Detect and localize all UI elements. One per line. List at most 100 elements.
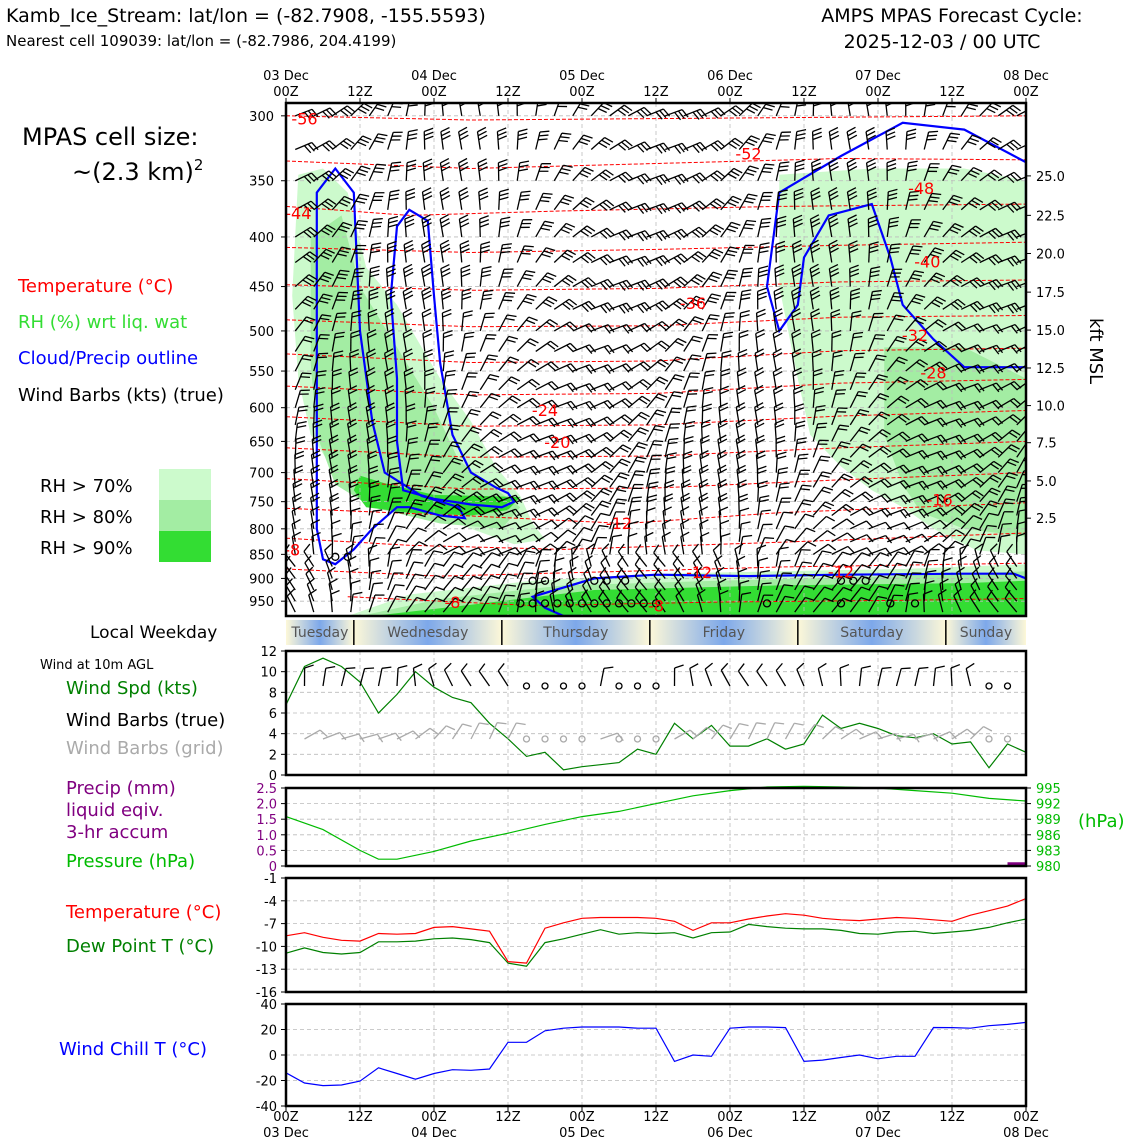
wind-barb-flag: [681, 173, 689, 182]
wind-barb: [461, 597, 482, 613]
wind-barb-staff: [442, 563, 455, 579]
wind-barb: [331, 368, 342, 390]
wind-barb-flag: [848, 240, 858, 246]
wind-barb-flag: [439, 543, 448, 551]
wind-barb: [737, 567, 748, 590]
wind-barb-flag: [955, 419, 963, 428]
wind-barb-flag: [881, 509, 889, 518]
wind-barb-flag: [492, 495, 500, 503]
wind-barb: [817, 662, 827, 687]
wind-barb-flag: [829, 126, 839, 133]
wind-barb-staff: [775, 132, 783, 150]
wind-barb-staff: [646, 409, 658, 426]
wind-barb-flag: [636, 176, 645, 185]
wind-barb-flag: [528, 316, 538, 322]
wind-barb-flag: [496, 535, 504, 544]
wind-barb-staff: [942, 274, 958, 288]
wind-barb-flag: [970, 578, 978, 586]
wind-barb-flag: [1013, 139, 1022, 147]
weekday-segment: [501, 620, 650, 645]
wind-barb-flag: [601, 543, 610, 551]
wind-barb: [535, 340, 559, 353]
wind-barb-flag: [438, 529, 448, 537]
wind-barb-staff: [308, 594, 315, 613]
wind-barb: [942, 529, 965, 543]
calm-circle: [528, 599, 537, 608]
wind-barb-flag: [386, 264, 396, 270]
wind-barb-flag: [956, 274, 966, 282]
wind-barb-staff: [572, 502, 587, 516]
wind-barb-staff: [849, 506, 867, 517]
wind-barb-flag: [912, 245, 923, 248]
wind-barb-staff: [590, 169, 607, 182]
wind-barb-staff: [960, 167, 974, 182]
wind-barb-flag: [603, 418, 611, 426]
wind-barb-staff: [480, 534, 498, 543]
wind-barb-flag: [773, 388, 783, 395]
wind-barb: [942, 505, 966, 517]
wind-barb-flag: [649, 481, 659, 485]
wind-barb-flag: [899, 496, 907, 505]
wind-barb: [350, 310, 362, 331]
wind-barb-flag: [708, 254, 718, 260]
wind-barb-staff: [696, 594, 703, 613]
wind-barb-flag: [374, 140, 384, 144]
wind-barb-staff: [488, 722, 498, 740]
wind-barb: [294, 274, 318, 288]
wind-barb: [679, 518, 690, 542]
wind-barb-flag: [477, 126, 487, 133]
wind-barb-flag: [622, 281, 630, 290]
wind-barb-flag: [703, 391, 713, 395]
wind-barb-flag: [661, 321, 670, 329]
wind-barb: [736, 464, 747, 488]
wind-barb: [924, 465, 948, 476]
wind-barb: [646, 254, 671, 267]
wind-barb-staff: [979, 537, 987, 555]
wind-barb-flag: [860, 597, 871, 602]
wind-barb-staff: [572, 527, 585, 543]
wind-barb: [403, 348, 413, 372]
wind-barb-staff: [960, 433, 979, 442]
wind-barb-flag: [746, 196, 756, 201]
wind-barb-flag: [1006, 475, 1016, 480]
wind-barb-flag: [441, 134, 451, 141]
wind-barb-flag: [301, 301, 312, 307]
wind-barb: [424, 404, 437, 425]
wind-barb-flag: [797, 457, 808, 460]
wind-barb-staff: [498, 292, 507, 310]
wind-barb-flag: [637, 282, 645, 291]
wind-barb-flag: [459, 134, 469, 141]
wind-barb-staff: [313, 314, 323, 332]
wind-barb-staff: [887, 479, 905, 488]
wind-barb-flag: [480, 241, 491, 246]
wind-barb-flag: [716, 198, 725, 205]
wind-barb: [812, 386, 825, 408]
wind-barb-flag: [347, 434, 357, 441]
wind-barb-staff: [831, 441, 842, 458]
wind-barb-flag: [791, 348, 801, 354]
wind-barb-flag: [394, 511, 405, 514]
wind-barb: [324, 543, 333, 567]
wind-barb-flag: [829, 161, 839, 168]
wind-barb-flag: [622, 345, 630, 354]
wind-barb-flag: [994, 446, 1003, 454]
wind-barb-staff: [295, 108, 313, 117]
wind-barb-flag: [973, 435, 981, 444]
wind-barb-flag: [413, 484, 423, 487]
wind-barb: [662, 506, 672, 529]
wind-barb-flag: [389, 193, 400, 197]
wind-barb-flag: [757, 465, 767, 470]
wind-barb: [572, 526, 593, 543]
wind-barb-staff: [683, 354, 693, 372]
wind-barb-flag: [718, 438, 728, 445]
wind-barb-staff: [461, 597, 474, 613]
wind-barb-flag: [950, 303, 959, 311]
wind-barb-staff: [590, 199, 607, 211]
wind-barb-flag: [329, 478, 339, 485]
wind-barb: [291, 492, 302, 516]
wind-barb-flag: [296, 424, 307, 429]
pressure-tick-label: 400: [249, 231, 274, 246]
wind-barb-flag: [791, 308, 801, 314]
wind-barb-flag: [529, 435, 537, 443]
wind-barb-staff: [402, 333, 407, 352]
